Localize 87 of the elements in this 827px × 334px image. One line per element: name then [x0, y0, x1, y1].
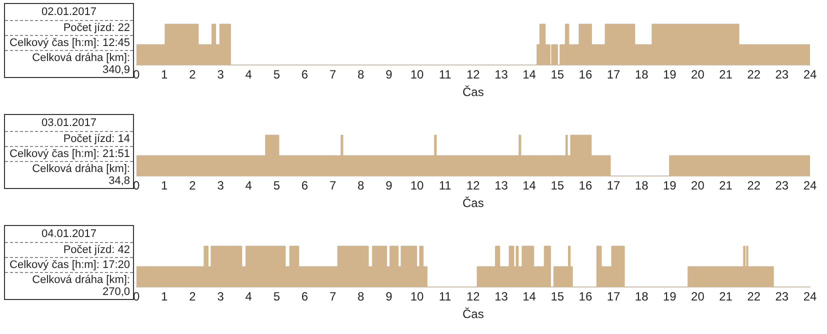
x-tick-label: 3: [217, 178, 224, 193]
x-tick-label: 13: [494, 290, 508, 304]
x-tick-label: 23: [775, 178, 789, 193]
x-tick-label: 19: [662, 68, 677, 82]
x-tick-label: 22: [747, 178, 761, 193]
x-tick-label: 18: [634, 68, 649, 82]
x-tick-label: 2: [189, 178, 196, 193]
x-tick-label: 12: [466, 290, 480, 304]
x-tick-label: 24: [803, 290, 817, 304]
text: Celkový čas [h:m]: 12:45: [5, 35, 133, 50]
x-tick-label: 13: [494, 178, 508, 193]
x-tick-label: 14: [522, 68, 536, 82]
x-tick-label: 20: [691, 178, 705, 193]
x-tick-label: 8: [358, 178, 365, 193]
chart-title: 03.01.2017: [40, 116, 98, 131]
x-tick-label: 22: [747, 290, 761, 304]
x-tick-label: 10: [410, 68, 424, 82]
x-tick-label: 24: [803, 68, 817, 82]
x-axis-title: Čas: [462, 85, 484, 100]
x-tick-label: 19: [662, 178, 677, 193]
x-tick-label: 17: [606, 290, 621, 304]
x-tick-label: 6: [301, 68, 308, 82]
x-tick-label: 14: [522, 178, 536, 193]
x-tick-label: 21: [719, 68, 733, 82]
x-tick-label: 3: [217, 290, 224, 304]
x-tick-label: 8: [358, 290, 365, 304]
x-tick-label: 18: [634, 290, 649, 304]
x-tick-label: 12: [466, 178, 480, 193]
chart-title: 02.01.2017: [40, 5, 98, 20]
x-tick-label: 21: [719, 178, 733, 193]
x-tick-label: 6: [301, 178, 308, 193]
x-tick-label: 9: [386, 290, 393, 304]
text: Celkový čas [h:m]: 21:51: [5, 146, 133, 161]
x-tick-label: 14: [522, 290, 536, 304]
x-axis-title: Čas: [462, 196, 484, 210]
x-tick-label: 20: [691, 290, 705, 304]
x-tick-label: 16: [578, 68, 592, 82]
text: Celková dráha [km]: 340,9: [5, 50, 133, 77]
x-tick-label: 24: [803, 178, 817, 193]
x-tick-label: 16: [578, 178, 592, 193]
x-tick-label: 7: [329, 68, 336, 82]
x-tick-label: 13: [494, 68, 508, 82]
x-tick-label: 6: [301, 290, 308, 304]
x-tick-label: 2: [189, 290, 196, 304]
x-tick-label: 17: [606, 178, 621, 193]
x-tick-label: 11: [438, 178, 452, 193]
x-tick-label: 5: [273, 290, 280, 304]
x-tick-label: 9: [386, 178, 393, 193]
x-tick-label: 17: [606, 68, 621, 82]
x-tick-label: 23: [775, 290, 789, 304]
x-tick-label: 10: [410, 290, 424, 304]
x-tick-label: 5: [273, 178, 280, 193]
x-tick-label: 23: [775, 68, 789, 82]
x-tick-label: 1: [161, 68, 168, 82]
x-tick-label: 2: [189, 68, 196, 82]
x-tick-label: 22: [747, 68, 761, 82]
x-tick-label: 16: [578, 290, 592, 304]
x-tick-label: 5: [273, 68, 280, 82]
x-tick-label: 9: [386, 68, 393, 82]
x-tick-label: 4: [245, 290, 252, 304]
x-tick-label: 11: [438, 290, 452, 304]
x-tick-label: 7: [329, 290, 336, 304]
x-axis-title: Čas: [462, 307, 484, 322]
chart-title: 04.01.2017: [40, 227, 98, 242]
x-tick-label: 21: [719, 290, 733, 304]
x-tick-label: 3: [217, 68, 224, 82]
x-tick-label: 11: [438, 68, 452, 82]
text: Počet jízd: 22: [5, 20, 133, 35]
text: Celkový čas [h:m]: 17:20: [5, 257, 133, 272]
x-tick-label: 15: [550, 290, 564, 304]
x-tick-label: 1: [161, 178, 168, 193]
x-tick-label: 4: [245, 178, 252, 193]
x-tick-label: 20: [691, 68, 705, 82]
x-tick-label: 4: [245, 68, 252, 82]
x-tick-label: 8: [358, 68, 365, 82]
x-tick-label: 10: [410, 178, 424, 193]
x-tick-label: 15: [550, 68, 564, 82]
x-tick-label: 15: [550, 178, 564, 193]
x-tick-label: 1: [161, 290, 168, 304]
text: Počet jízd: 42: [5, 242, 133, 257]
x-tick-label: 18: [634, 178, 649, 193]
x-tick-label: 12: [466, 68, 480, 82]
text: Počet jízd: 14: [5, 131, 133, 146]
x-tick-label: 19: [662, 290, 677, 304]
text: Celková dráha [km]: 34,8: [5, 161, 133, 188]
x-tick-label: 7: [329, 178, 336, 193]
text: Celková dráha [km]: 270,0: [5, 272, 133, 299]
